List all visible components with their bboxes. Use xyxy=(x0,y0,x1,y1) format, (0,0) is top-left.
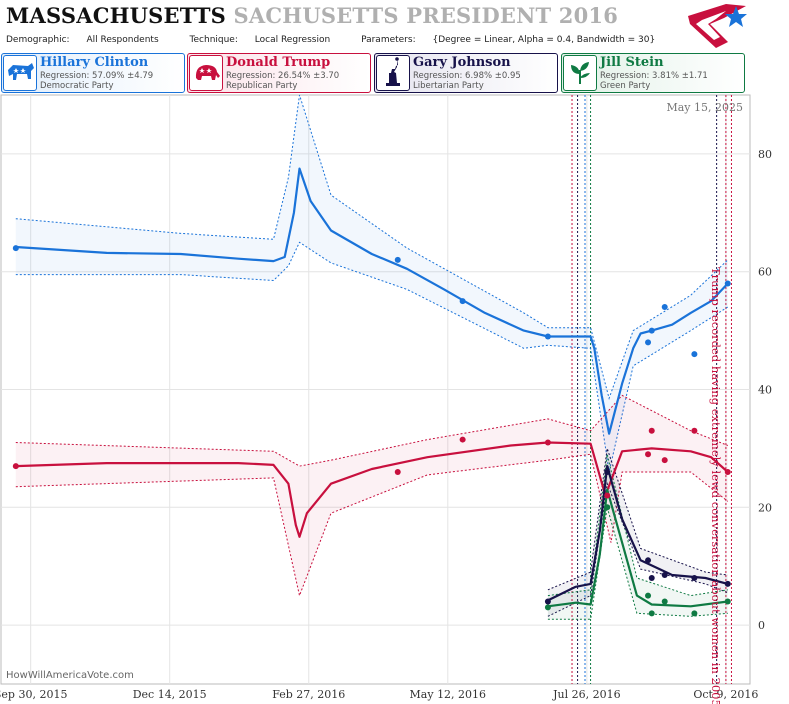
technique-value: Local Regression xyxy=(254,35,331,45)
confidence-band-stein xyxy=(547,454,728,620)
upper-bound-stein xyxy=(547,454,728,597)
candidate-regression: Regression: 6.98% ±0.95 xyxy=(413,71,521,81)
trend-line-johnson xyxy=(547,465,729,602)
parameters-value: {Degree = Linear, Alpha = 0.4, Bandwidth… xyxy=(432,35,656,45)
parameters-label: Parameters: xyxy=(361,35,416,45)
title-state: MASSACHUSETTS xyxy=(6,3,227,28)
poll-point-johnson xyxy=(661,572,668,579)
page-title: MASSACHUSETTS SACHUSETTS PRESIDENT 2016 xyxy=(6,3,618,28)
poll-point-clinton xyxy=(645,339,652,346)
elephant-icon xyxy=(189,55,223,91)
candidate-name: Hillary Clinton xyxy=(40,55,149,70)
poll-point-johnson xyxy=(645,557,652,564)
candidate-card-trump: Donald Trump Regression: 26.54% ±3.70 Re… xyxy=(187,53,371,93)
poll-point-trump xyxy=(604,492,611,499)
trend-line-stein xyxy=(547,488,728,608)
y-tick-label: 80 xyxy=(758,148,772,161)
title-faded: SACHUSETTS PRESIDENT 2016 xyxy=(233,3,619,28)
x-tick-label: May 12, 2016 xyxy=(410,688,487,701)
poll-point-clinton xyxy=(544,333,551,340)
x-tick-label: Feb 27, 2016 xyxy=(272,688,345,701)
y-tick-label: 0 xyxy=(758,619,765,632)
candidate-name: Gary Johnson xyxy=(413,55,511,70)
x-tick-label: Oct 9, 2016 xyxy=(693,688,758,701)
candidate-card-clinton: Hillary Clinton Regression: 57.09% ±4.79… xyxy=(1,53,185,93)
site-logo-icon xyxy=(688,4,747,48)
candidate-regression: Regression: 57.09% ±4.79 xyxy=(40,71,154,81)
lower-bound-clinton xyxy=(15,241,729,473)
poll-point-johnson xyxy=(648,574,655,581)
y-tick-label: 20 xyxy=(758,501,772,514)
event-annotation: Trump recorded having extremely lewd con… xyxy=(709,267,723,704)
trend-line-trump xyxy=(15,441,729,538)
watermark: HowWillAmericaVote.com xyxy=(6,670,134,681)
trend-line-clinton xyxy=(15,167,729,435)
poll-point-trump xyxy=(724,468,731,475)
poll-point-johnson xyxy=(604,468,611,475)
x-tick-label: Dec 14, 2015 xyxy=(133,688,207,701)
poll-point-clinton xyxy=(459,298,466,305)
candidate-party: Democratic Party xyxy=(40,81,114,91)
poll-point-clinton xyxy=(724,280,731,287)
poll-point-stein xyxy=(604,504,611,511)
poll-point-trump xyxy=(459,436,466,443)
poll-point-clinton xyxy=(12,245,19,252)
poll-point-stein xyxy=(648,610,655,617)
poll-point-clinton xyxy=(648,327,655,334)
poll-point-trump xyxy=(645,451,652,458)
poll-point-johnson xyxy=(544,598,551,605)
candidate-regression: Regression: 3.81% ±1.71 xyxy=(600,71,708,81)
y-tick-label: 60 xyxy=(758,266,772,279)
plant-icon xyxy=(563,55,597,91)
poll-point-stein xyxy=(724,598,731,605)
poll-point-johnson xyxy=(724,580,731,587)
candidate-party: Green Party xyxy=(600,81,651,91)
poll-point-trump xyxy=(691,427,698,434)
poll-point-stein xyxy=(661,598,668,605)
upper-bound-trump xyxy=(15,394,728,467)
poll-point-trump xyxy=(648,427,655,434)
demographic-value: All Respondents xyxy=(86,35,159,45)
upper-bound-johnson xyxy=(547,448,728,591)
poll-point-trump xyxy=(394,468,401,475)
candidate-name: Jill Stein xyxy=(600,55,664,70)
demographic-label: Demographic: xyxy=(6,35,70,45)
parameters-line: Demographic: All Respondents Technique: … xyxy=(6,35,683,45)
x-tick-label: Jul 26, 2016 xyxy=(552,688,621,701)
statue-of-liberty-icon xyxy=(376,55,410,91)
candidate-party: Libertarian Party xyxy=(413,81,484,91)
candidate-card-stein: Jill Stein Regression: 3.81% ±1.71 Green… xyxy=(561,53,745,93)
candidate-card-johnson: Gary Johnson Regression: 6.98% ±0.95 Lib… xyxy=(374,53,558,93)
donkey-icon xyxy=(3,55,37,91)
y-tick-label: 40 xyxy=(758,384,772,397)
poll-point-trump xyxy=(661,457,668,464)
x-tick-label: Sep 30, 2015 xyxy=(0,688,67,701)
date-label: May 15, 2025 xyxy=(666,101,743,114)
poll-point-clinton xyxy=(394,256,401,263)
poll-point-stein xyxy=(691,610,698,617)
poll-point-stein xyxy=(544,604,551,611)
poll-point-trump xyxy=(544,439,551,446)
candidate-party: Republican Party xyxy=(226,81,298,91)
candidate-regression: Regression: 26.54% ±3.70 xyxy=(226,71,340,81)
poll-point-trump xyxy=(12,463,19,470)
candidate-name: Donald Trump xyxy=(226,55,331,70)
poll-point-stein xyxy=(645,592,652,599)
confidence-band-trump xyxy=(15,395,728,596)
lower-bound-stein xyxy=(547,507,728,620)
poll-point-johnson xyxy=(691,574,698,581)
upper-bound-clinton xyxy=(15,94,729,400)
poll-point-clinton xyxy=(661,304,668,311)
poll-point-clinton xyxy=(691,351,698,358)
technique-label: Technique: xyxy=(189,35,238,45)
